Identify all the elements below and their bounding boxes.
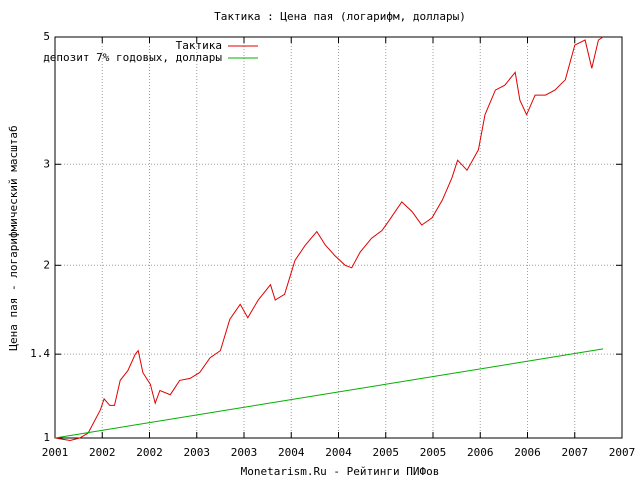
x-tick-label: 2002 — [136, 446, 163, 459]
x-tick-label: 2004 — [325, 446, 352, 459]
x-tick-label: 2004 — [278, 446, 305, 459]
x-tick-label: 2001 — [42, 446, 69, 459]
chart-title: Тактика : Цена пая (логарифм, доллары) — [214, 10, 466, 23]
x-tick-label: 2007 — [562, 446, 589, 459]
series-line — [54, 348, 604, 439]
x-tick-label: 2005 — [420, 446, 447, 459]
x-axis-label: Monetarism.Ru - Рейтинги ПИФов — [241, 465, 440, 478]
y-tick-label: 2 — [43, 258, 50, 271]
y-axis-label: Цена пая - логарифмический масштаб — [7, 125, 20, 350]
series-line — [54, 36, 604, 442]
x-tick-label: 2002 — [89, 446, 116, 459]
x-tick-label: 2003 — [184, 446, 211, 459]
y-tick-label: 3 — [43, 157, 50, 170]
x-tick-label: 2005 — [373, 446, 400, 459]
legend-label: депозит 7% годовых, доллары — [43, 51, 222, 64]
x-tick-label: 2006 — [467, 446, 494, 459]
x-tick-label: 2003 — [231, 446, 258, 459]
x-tick-label: 2006 — [514, 446, 541, 459]
y-tick-label: 1 — [43, 431, 50, 444]
x-tick-label: 2007 — [609, 446, 636, 459]
y-tick-label: 1.4 — [30, 347, 50, 360]
legend-label: Тактика — [176, 39, 222, 52]
plot-frame — [54, 36, 623, 439]
y-tick-label: 5 — [43, 30, 50, 43]
